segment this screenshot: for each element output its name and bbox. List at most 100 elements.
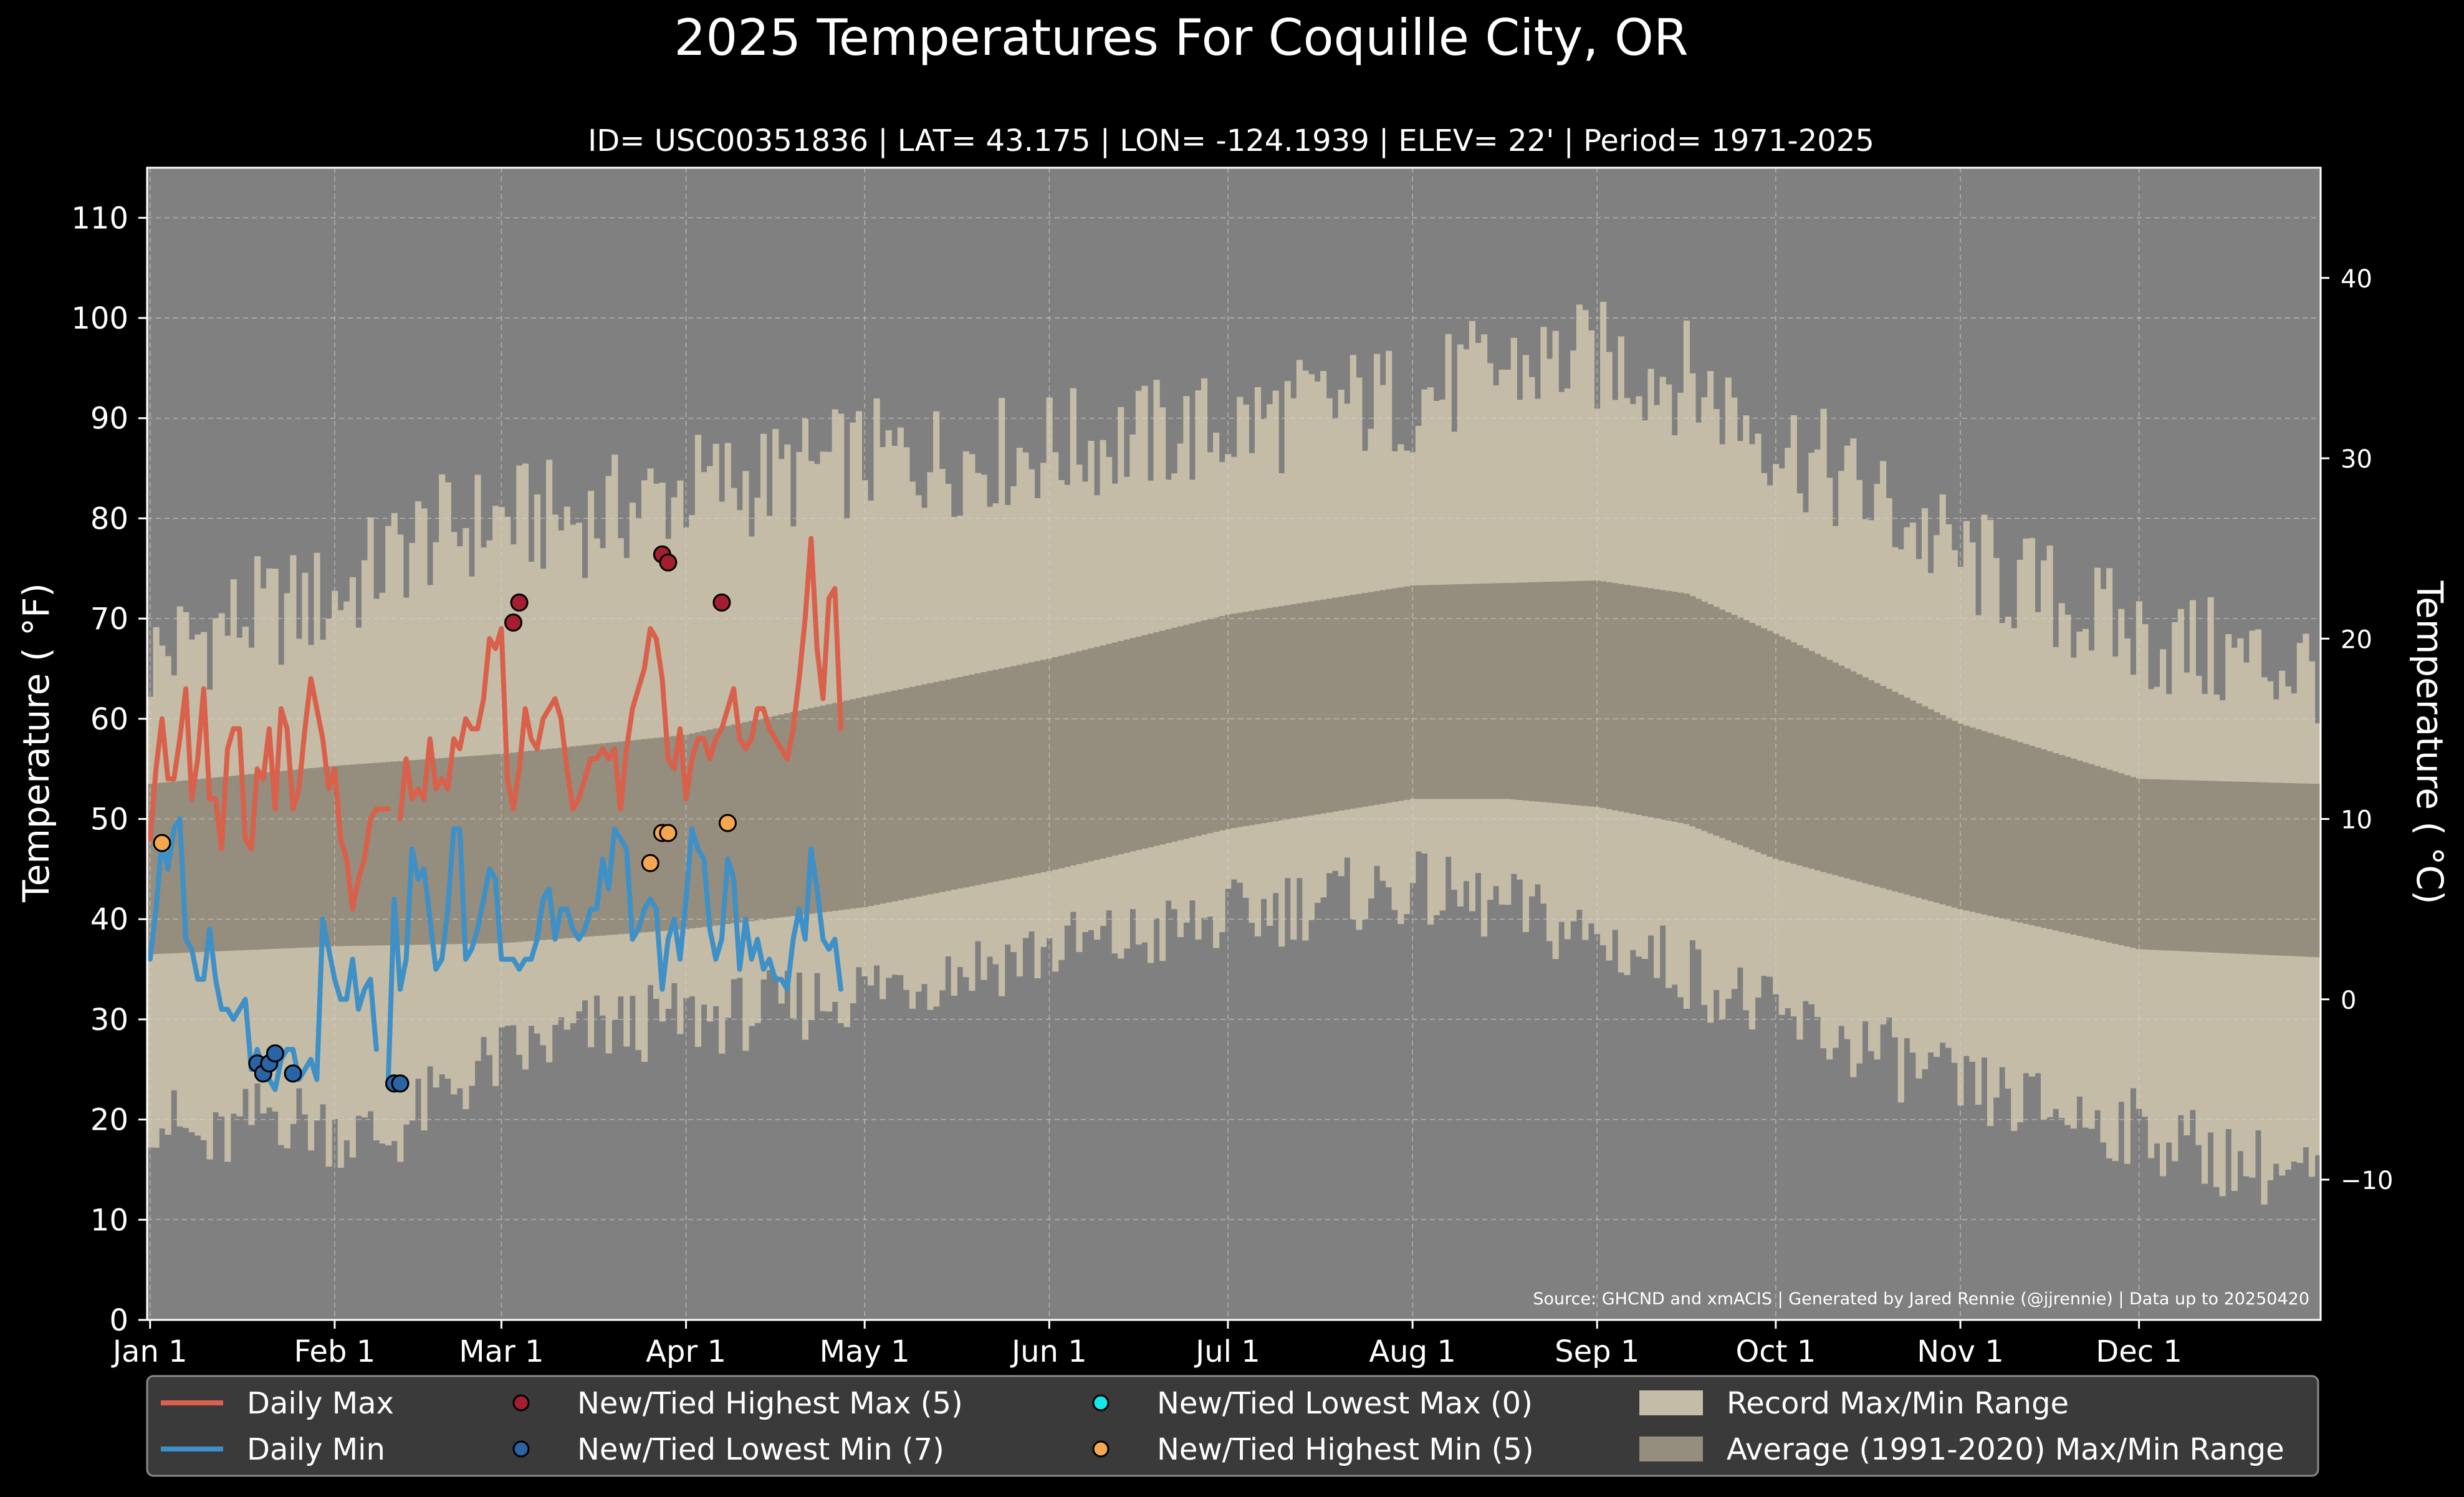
average-range-bar — [1475, 584, 1482, 799]
average-range-bar — [1951, 721, 1958, 908]
average-range-bar — [772, 716, 779, 918]
average-range-bar — [1391, 588, 1398, 802]
average-range-bar — [629, 740, 636, 933]
average-range-bar — [1677, 592, 1684, 823]
average-range-bar — [915, 685, 922, 897]
y-tick-label-left: 30 — [90, 1003, 128, 1037]
average-range-bar — [951, 678, 957, 890]
y-tick-label-right: 20 — [2341, 625, 2372, 654]
average-range-bar — [1314, 600, 1321, 815]
average-range-bar — [623, 741, 630, 934]
average-range-bar — [1242, 612, 1249, 826]
average-range-bar — [1939, 715, 1946, 905]
average-range-bar — [1683, 593, 1690, 824]
average-range-bar — [1386, 589, 1393, 803]
average-range-bar — [2231, 781, 2238, 954]
average-range-bar — [1612, 583, 1619, 811]
average-range-bar — [433, 758, 439, 945]
legend-label: New/Tied Lowest Max (0) — [1157, 1386, 1533, 1421]
average-range-bar — [1326, 599, 1333, 813]
average-range-bar — [933, 681, 940, 893]
average-range-bar — [1135, 637, 1143, 850]
average-range-bar — [1058, 655, 1065, 869]
average-range-bar — [439, 758, 446, 945]
average-range-bar — [1076, 651, 1083, 864]
record-range-bar — [784, 444, 791, 971]
average-range-bar — [468, 756, 476, 944]
average-range-bar — [1004, 667, 1011, 880]
average-range-bar — [790, 711, 797, 917]
average-range-bar — [1975, 729, 1982, 913]
average-range-bars — [147, 580, 2321, 958]
average-range-bar — [867, 695, 875, 907]
average-range-bar — [2172, 779, 2179, 951]
average-range-bar — [159, 782, 166, 954]
average-range-bar — [563, 747, 570, 938]
record-range-bar — [855, 411, 863, 968]
average-range-bar — [855, 698, 863, 908]
average-range-bar — [641, 739, 648, 933]
average-range-bar — [2094, 766, 2101, 940]
average-range-bar — [593, 744, 600, 936]
average-range-bar — [2035, 748, 2041, 927]
average-range-bar — [957, 676, 964, 889]
average-range-bar — [1505, 582, 1512, 799]
average-range-bar — [2243, 782, 2250, 955]
average-range-bar — [540, 749, 547, 940]
average-range-bar — [1767, 630, 1773, 857]
average-range-bar — [1874, 683, 1881, 887]
average-range-bar — [1981, 731, 1988, 915]
average-range-bar — [1493, 583, 1500, 799]
average-range-bar — [1880, 686, 1887, 888]
average-range-bar — [1606, 582, 1613, 809]
average-range-bar — [1201, 620, 1208, 835]
daily-max-line — [147, 536, 843, 912]
average-range-bar — [1189, 623, 1196, 838]
x-axis: Jan 1 Feb 1 Mar 1 Apr 1 May 1 Jun 1 Jul 1 Aug 1… — [111, 1320, 2182, 1369]
average-range-bar — [1040, 660, 1047, 872]
average-range-bar — [2213, 781, 2220, 953]
average-range-bar — [320, 767, 327, 947]
average-range-bar — [427, 759, 434, 945]
average-range-bar — [2314, 784, 2321, 958]
average-range-bar — [2130, 777, 2137, 948]
average-range-bar — [1403, 586, 1410, 800]
average-range-bar — [1814, 653, 1821, 870]
average-range-bar — [838, 701, 845, 910]
average-range-bar — [2028, 746, 2036, 925]
average-range-bar — [766, 717, 773, 919]
average-range-bar — [415, 759, 422, 945]
average-range-bar — [314, 768, 320, 947]
average-range-bar — [2249, 782, 2256, 955]
average-range-bar — [2303, 783, 2309, 957]
average-range-bar — [1945, 718, 1952, 906]
average-range-bar — [897, 689, 904, 900]
average-range-bar — [1820, 657, 1827, 872]
record-range-bar — [873, 398, 880, 966]
average-range-bar — [2225, 781, 2232, 953]
average-range-bar — [1064, 654, 1071, 867]
average-range-bar — [242, 774, 249, 950]
average-range-bar — [1361, 593, 1369, 807]
average-range-bar — [2005, 738, 2011, 920]
y-tick-label-left: 40 — [90, 902, 128, 937]
average-range-bar — [1713, 607, 1720, 836]
average-range-bar — [1927, 709, 1934, 902]
average-range-bar — [1118, 641, 1124, 855]
average-range-bar — [1826, 660, 1833, 874]
x-tick-label: Sep 1 — [1555, 1334, 1639, 1369]
average-range-bar — [1796, 645, 1803, 866]
average-range-bar — [1010, 666, 1017, 878]
average-range-bar — [1260, 609, 1267, 824]
average-range-bar — [1737, 617, 1743, 845]
highest-min-marker — [718, 814, 737, 832]
average-range-bar — [1308, 601, 1315, 816]
average-range-bar — [903, 688, 910, 899]
average-range-bar — [2112, 771, 2119, 944]
average-range-bar — [2160, 779, 2167, 951]
average-range-bar — [1904, 697, 1910, 895]
average-range-bar — [1778, 636, 1785, 861]
gridlines — [147, 168, 2321, 1320]
average-range-bar — [1808, 651, 1815, 869]
